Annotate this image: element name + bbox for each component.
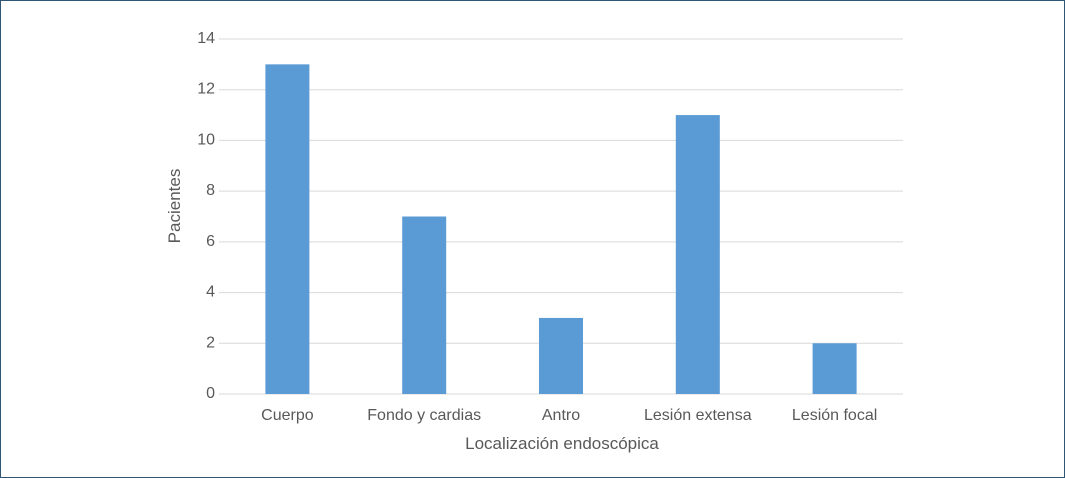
- bar: [402, 216, 447, 394]
- x-axis-title: Localización endoscópica: [465, 434, 659, 453]
- bars: [265, 64, 857, 395]
- bar: [539, 317, 583, 394]
- x-tick-label: Lesión focal: [792, 407, 877, 424]
- y-axis-title: Pacientes: [165, 169, 184, 244]
- y-tick-label: 10: [197, 131, 215, 148]
- bar: [265, 64, 310, 394]
- y-tick-label: 12: [197, 81, 215, 98]
- x-axis-ticks: Cuerpo Fondo y cardias Antro Lesión extensa…: [261, 407, 877, 424]
- y-tick-label: 0: [206, 385, 215, 402]
- bar: [812, 343, 857, 394]
- x-tick-label: Antro: [542, 407, 580, 424]
- bar: [675, 115, 720, 395]
- y-tick-label: 14: [197, 30, 215, 47]
- y-tick-label: 4: [206, 284, 215, 301]
- x-tick-label: Cuerpo: [261, 407, 314, 424]
- x-tick-label: Lesión extensa: [644, 407, 752, 424]
- x-tick-label: Fondo y cardias: [367, 407, 481, 424]
- y-tick-label: 2: [206, 334, 215, 351]
- y-tick-label: 8: [206, 182, 215, 199]
- gridlines: [219, 38, 903, 395]
- y-axis-ticks: 0 2 4 6 8 10 12 14: [197, 30, 215, 402]
- y-tick-label: 6: [206, 233, 215, 250]
